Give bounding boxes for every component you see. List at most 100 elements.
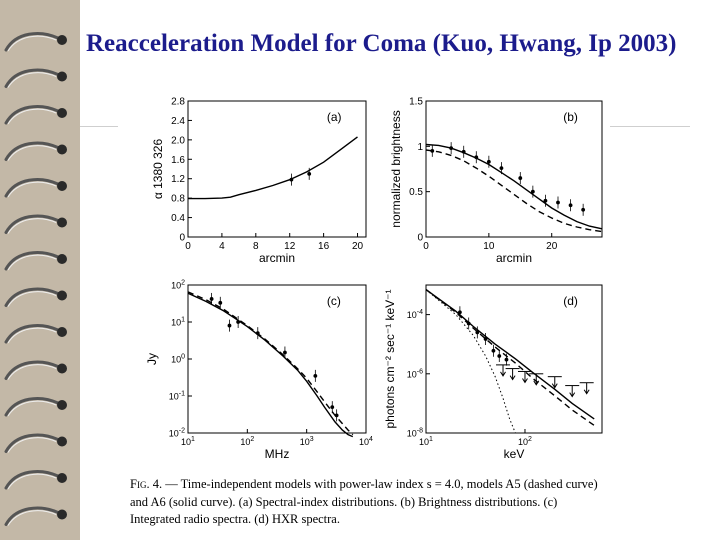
tick-label: 12 <box>284 241 296 252</box>
binding-ring-highlight <box>7 327 57 344</box>
tick-label: 0.4 <box>171 213 185 224</box>
binding-hole <box>57 254 67 264</box>
tick-label: 1.2 <box>171 174 185 185</box>
binding-hole <box>57 290 67 301</box>
data-point <box>430 148 435 153</box>
binding-hole <box>57 35 67 45</box>
series-A6 <box>425 143 603 230</box>
binding-hole <box>57 144 67 155</box>
data-point <box>483 337 488 341</box>
tick-label: 100 <box>171 354 185 365</box>
binding-ring <box>4 68 60 88</box>
x-axis-label: arcmin <box>496 251 532 265</box>
upper-limit-arrow <box>500 364 506 377</box>
series-model <box>188 136 358 200</box>
binding-ring-highlight <box>7 510 57 526</box>
series-A5 <box>425 289 595 426</box>
tick-label: 102 <box>518 436 532 447</box>
binding-rings <box>4 32 67 526</box>
binding-ring <box>4 251 60 271</box>
upper-limit-arrow <box>569 385 576 398</box>
tick-label: 10 <box>483 241 495 252</box>
panel-a: 0 4 8 12 16 20 0 0.4 0.8 1.2 1.6 2.0 2.4 2.8 arcmin α 1… <box>151 97 367 265</box>
binding-ring <box>4 214 60 234</box>
data-point <box>556 200 560 205</box>
data-point <box>518 176 523 180</box>
binding-hole <box>57 473 67 483</box>
data-point <box>461 149 466 154</box>
tick-label: 2.0 <box>171 135 185 146</box>
data-point <box>497 354 502 358</box>
y-axis-label: normalized brightness <box>389 110 403 227</box>
data-point <box>530 189 535 194</box>
tick-label: 101 <box>419 436 433 447</box>
tick-label: 103 <box>300 436 314 447</box>
data-point <box>491 348 496 353</box>
binding-hole <box>57 327 67 337</box>
plot-frame <box>187 100 367 238</box>
binding-ring-highlight <box>7 218 57 234</box>
binding-hole <box>57 217 67 228</box>
binding-ring <box>4 32 60 52</box>
binding-ring-highlight <box>7 108 57 125</box>
series-A5 <box>187 291 354 436</box>
upper-limit-arrow <box>583 382 590 395</box>
tick-label: 104 <box>359 436 373 447</box>
data-point <box>313 373 318 378</box>
tick-label: 1 <box>417 142 423 153</box>
panel-b: 0 10 20 0 0.5 1 1.5 arcmin normalized brightness… <box>389 97 603 265</box>
tick-label: 20 <box>546 241 558 252</box>
tick-label: 101 <box>181 436 195 447</box>
binding-ring-highlight <box>7 364 57 380</box>
slide-title: Reacceleration Model for Coma (Kuo, Hwan… <box>86 30 677 57</box>
x-axis-label: arcmin <box>259 251 295 265</box>
plot-frame <box>425 100 603 238</box>
binding-ring <box>4 360 60 380</box>
tick-label: 2.8 <box>171 97 185 108</box>
tick-label: 10-1 <box>169 391 185 402</box>
x-axis-label: keV <box>504 447 525 461</box>
tick-label: 10-2 <box>169 428 185 439</box>
tick-label: 0 <box>417 233 423 244</box>
data-point <box>457 310 462 315</box>
tick-label: 10-8 <box>407 428 423 439</box>
data-point <box>307 171 312 176</box>
tick-label: 102 <box>171 280 185 291</box>
data-point <box>218 300 223 305</box>
data-point <box>209 297 214 301</box>
binding-ring-highlight <box>7 254 57 271</box>
tick-label: 1.6 <box>171 155 185 166</box>
tick-label: 1.5 <box>409 97 423 108</box>
data-point <box>543 198 548 203</box>
data-point <box>499 166 504 170</box>
tick-label: 10-4 <box>407 309 423 320</box>
panel-label: (b) <box>563 110 578 124</box>
spiral-binding <box>0 0 80 540</box>
series-A6 <box>187 292 354 438</box>
binding-ring <box>4 433 60 453</box>
figure-4: 0 4 8 12 16 20 0 0.4 0.8 1.2 1.6 2.0 2.4 2.8 arcmin α 1… <box>118 87 610 535</box>
binding-hole <box>57 436 67 447</box>
data-point <box>283 350 287 355</box>
binding-ring <box>4 324 60 344</box>
binding-ring <box>4 470 60 490</box>
series-thermal <box>425 289 516 434</box>
binding-ring-highlight <box>7 35 57 52</box>
binding-ring-highlight <box>7 181 57 198</box>
tick-label: 0.5 <box>409 187 423 198</box>
binding-ring-highlight <box>7 437 57 453</box>
data-point <box>475 330 480 335</box>
data-point <box>474 155 479 160</box>
data-point <box>255 331 260 336</box>
binding-ring-highlight <box>7 72 57 88</box>
binding-ring-highlight <box>7 291 57 307</box>
y-axis-label: photons cm⁻² sec⁻¹ keV⁻¹ <box>383 289 397 428</box>
caption-text: — Time-independent models with power-law… <box>130 477 598 526</box>
upper-limit-arrow <box>509 368 516 381</box>
binding-hole <box>57 509 67 520</box>
panel-label: (d) <box>563 294 578 308</box>
y-axis-label: Jy <box>145 353 159 365</box>
panel-c: 101 102 103 104 102 101 100 10-1 10-2 MHz Jy (c) <box>145 280 373 462</box>
tick-label: 0 <box>185 241 191 252</box>
data-point <box>449 146 454 151</box>
